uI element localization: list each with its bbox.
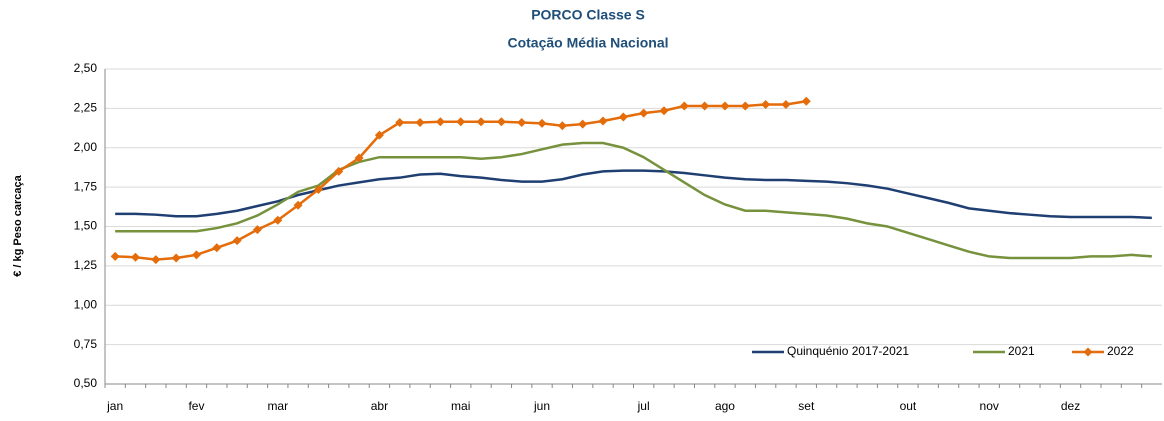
- x-tick-label: set: [798, 399, 815, 413]
- y-tick-label: 2,50: [74, 61, 98, 75]
- point: [395, 118, 405, 128]
- point: [110, 251, 120, 261]
- y-tick-label: 0,75: [74, 337, 98, 351]
- series-line: [115, 141, 1152, 260]
- x-tick-label: abr: [371, 399, 388, 413]
- point: [679, 101, 689, 111]
- point: [537, 118, 547, 128]
- y-tick-label: 0,50: [74, 376, 98, 390]
- point: [578, 119, 588, 129]
- y-axis-label: € / kg Peso carcaça: [12, 174, 24, 276]
- x-tick-label: ago: [715, 399, 735, 413]
- point: [476, 117, 486, 127]
- point: [130, 252, 140, 262]
- x-tick-label: jul: [637, 399, 650, 413]
- x-tick-label: jun: [533, 399, 550, 413]
- point: [781, 99, 791, 109]
- x-tick-label: mai: [451, 399, 470, 413]
- point: [212, 243, 222, 253]
- point: [313, 184, 323, 194]
- chart-title: PORCO Classe S: [531, 7, 645, 23]
- legend-label: Quinquénio 2017-2021: [787, 344, 909, 358]
- point: [273, 215, 283, 225]
- point: [801, 96, 811, 106]
- y-tick-label: 1,50: [74, 219, 98, 233]
- y-tick-label: 1,00: [74, 297, 98, 311]
- point: [456, 117, 466, 127]
- y-tick-label: 1,75: [74, 179, 98, 193]
- point: [191, 250, 201, 260]
- point: [557, 121, 567, 131]
- point: [334, 166, 344, 176]
- x-tick-label: fev: [188, 399, 204, 413]
- point: [374, 130, 384, 140]
- point: [354, 153, 364, 163]
- x-tick-label: dez: [1061, 399, 1080, 413]
- point: [293, 200, 303, 210]
- point: [659, 106, 669, 116]
- point: [761, 99, 771, 109]
- point: [618, 112, 628, 122]
- point: [740, 101, 750, 111]
- point: [598, 116, 608, 126]
- point: [151, 255, 161, 265]
- point: [232, 236, 242, 246]
- y-tick-label: 1,25: [74, 258, 98, 272]
- point: [517, 118, 527, 128]
- point: [496, 117, 506, 127]
- y-tick-label: 2,00: [74, 140, 98, 154]
- point: [720, 101, 730, 111]
- point: [639, 108, 649, 118]
- point: [435, 117, 445, 127]
- point: [700, 101, 710, 111]
- x-tick-label: mar: [267, 399, 288, 413]
- point: [171, 253, 181, 263]
- y-tick-label: 2,25: [74, 101, 98, 115]
- x-tick-label: nov: [980, 399, 999, 413]
- legend-marker: [1083, 347, 1093, 357]
- chart-subtitle: Cotação Média Nacional: [507, 35, 668, 51]
- series-line: [115, 169, 1152, 220]
- point: [252, 225, 262, 235]
- x-tick-label: jan: [106, 399, 123, 413]
- x-tick-label: out: [900, 399, 917, 413]
- legend-label: 2021: [1008, 344, 1035, 358]
- legend-label: 2022: [1107, 344, 1134, 358]
- point: [415, 118, 425, 128]
